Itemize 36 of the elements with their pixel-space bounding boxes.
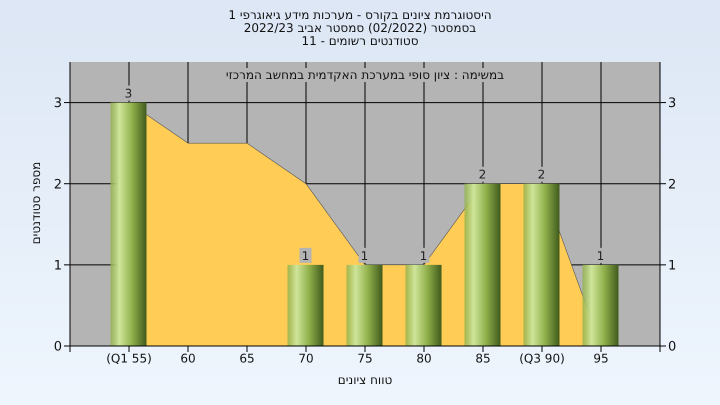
x-tick-label: 80 [416,352,432,366]
bar [406,264,442,346]
bar [524,184,560,346]
data-label: 1 [302,248,310,263]
x-tick-label: 95 [593,352,609,366]
y-tick-label: 0 [54,340,62,355]
x-tick-label: 60 [180,352,196,366]
bar [346,264,382,346]
x-tick-label: 65 [239,352,255,366]
bar [582,264,618,346]
data-label: 2 [478,168,486,182]
chart-title: היסטוגרמת ציונים בקורס - מערכות מידע גיאוגרפי 1 [227,8,493,22]
y-tick-label: 3 [54,96,62,112]
x-tick-label: (Q1 55) [106,352,152,366]
data-label: 3 [124,86,132,101]
x-tick-label: (Q3 90) [519,352,565,366]
x-tick-label: 70 [298,352,314,366]
x-tick-label: 85 [475,352,491,366]
data-label: 1 [596,248,604,263]
annotation: במשימה : ציון סופי במערכת האקדמית במחשב המרכזי [210,68,520,82]
y-tick-label: 2 [54,177,62,192]
bar [110,102,146,346]
chart-subtitle: בסמסטר (02/2022) סמסטר אביב 2022/23 סטודנטים רשומים - 11 [242,21,478,48]
bar [288,264,324,346]
data-label: 2 [538,168,546,182]
x-axis-title: טווח ציונים [336,373,394,387]
y2-tick-label: 1 [668,258,676,274]
y2-tick-label: 3 [668,96,676,112]
y2-tick-label: 2 [668,177,676,192]
data-label: 1 [360,248,368,263]
y-axis-title: מספר סטודנטים [29,160,43,246]
bar [464,184,500,346]
y-tick-label: 1 [54,258,62,274]
data-label: 1 [420,248,428,263]
x-tick-label: 75 [357,352,373,366]
y2-tick-label: 0 [668,340,676,355]
